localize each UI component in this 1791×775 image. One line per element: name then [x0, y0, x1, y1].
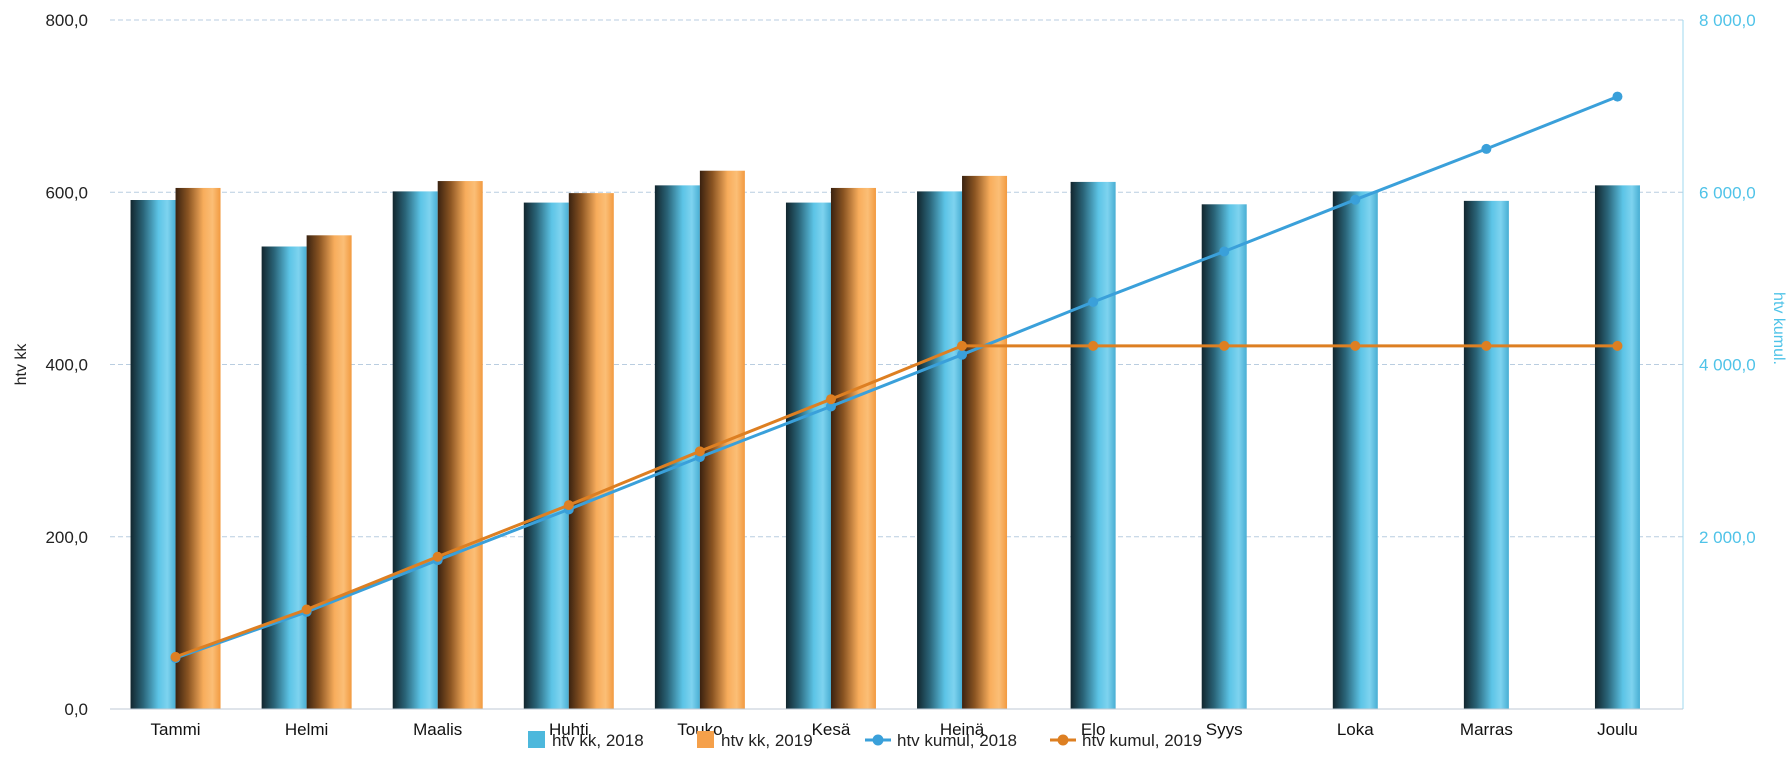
x-tick-label: Loka: [1337, 720, 1374, 739]
bar-2018: [523, 202, 569, 709]
bar-2018: [1070, 181, 1116, 710]
legend-label: htv kk, 2019: [721, 731, 813, 750]
y-right-axis-title: htv kumul.: [1770, 292, 1787, 365]
x-tick-label: Tammi: [151, 720, 201, 739]
point-kumul-2019: [1612, 340, 1623, 351]
y-right-tick-label: 2 000,0: [1699, 528, 1756, 547]
bar-2018: [130, 200, 176, 709]
y-left-axis-title: htv kk: [13, 343, 30, 386]
x-tick-label: Marras: [1460, 720, 1513, 739]
x-tick-label: Elo: [1081, 720, 1106, 739]
point-kumul-2019: [170, 651, 181, 662]
point-kumul-2019: [1350, 340, 1361, 351]
point-kumul-2018: [1612, 91, 1623, 102]
y-left-tick-label: 800,0: [45, 11, 88, 30]
point-kumul-2019: [432, 551, 443, 562]
bar-2019: [437, 181, 483, 709]
x-tick-label: Joulu: [1597, 720, 1638, 739]
bar-2018: [785, 202, 831, 709]
point-kumul-2019: [957, 340, 968, 351]
point-kumul-2018: [1481, 143, 1492, 154]
bar-2019: [699, 170, 745, 709]
point-kumul-2018: [825, 401, 836, 412]
bar-2019: [306, 235, 352, 709]
bar-2019: [175, 187, 221, 710]
bar-2018: [392, 191, 438, 710]
x-tick-label: Helmi: [285, 720, 328, 739]
bar-2019: [830, 187, 876, 710]
y-left-tick-label: 0,0: [64, 700, 88, 719]
legend-swatch: [528, 731, 545, 748]
point-kumul-2018: [1219, 246, 1230, 257]
point-kumul-2019: [1219, 340, 1230, 351]
x-tick-label: Syys: [1206, 720, 1243, 739]
point-kumul-2019: [694, 446, 705, 457]
bar-2019: [568, 193, 614, 709]
x-tick-label: Heinä: [940, 720, 985, 739]
x-tick-label: Maalis: [413, 720, 462, 739]
bar-2018: [917, 191, 963, 710]
bar-2018: [1332, 191, 1378, 710]
legend-label: htv kumul, 2018: [897, 731, 1017, 750]
point-kumul-2019: [1088, 340, 1099, 351]
y-left-tick-label: 600,0: [45, 183, 88, 202]
bar-2019: [962, 175, 1008, 710]
line-kumul-2018: [175, 95, 1619, 660]
point-kumul-2019: [301, 604, 312, 615]
y-right-tick-label: 4 000,0: [1699, 356, 1756, 375]
x-tick-label: Kesä: [812, 720, 851, 739]
point-kumul-2018: [957, 349, 968, 360]
y-right-tick-label: 6 000,0: [1699, 183, 1756, 202]
x-tick-label: Huhti: [549, 720, 589, 739]
y-left-tick-label: 200,0: [45, 528, 88, 547]
point-kumul-2018: [1350, 194, 1361, 205]
line-kumul-2019: [174, 344, 1618, 659]
legend-label: htv kumul, 2019: [1082, 731, 1202, 750]
bar-2018: [654, 185, 700, 710]
bar-2018: [1463, 200, 1509, 710]
point-kumul-2019: [563, 500, 574, 511]
point-kumul-2019: [1481, 340, 1492, 351]
legend-swatch: [697, 731, 714, 748]
bar-2018: [1594, 185, 1640, 710]
bar-2018: [1201, 204, 1247, 709]
point-kumul-2018: [1088, 296, 1099, 307]
point-kumul-2019: [825, 394, 836, 405]
legend-label: htv kk, 2018: [552, 731, 644, 750]
y-right-tick-label: 8 000,0: [1699, 11, 1756, 30]
y-left-tick-label: 400,0: [45, 356, 88, 375]
legend-point-marker: [872, 734, 884, 746]
bar-2018: [261, 246, 307, 710]
legend-point-marker: [1057, 734, 1069, 746]
